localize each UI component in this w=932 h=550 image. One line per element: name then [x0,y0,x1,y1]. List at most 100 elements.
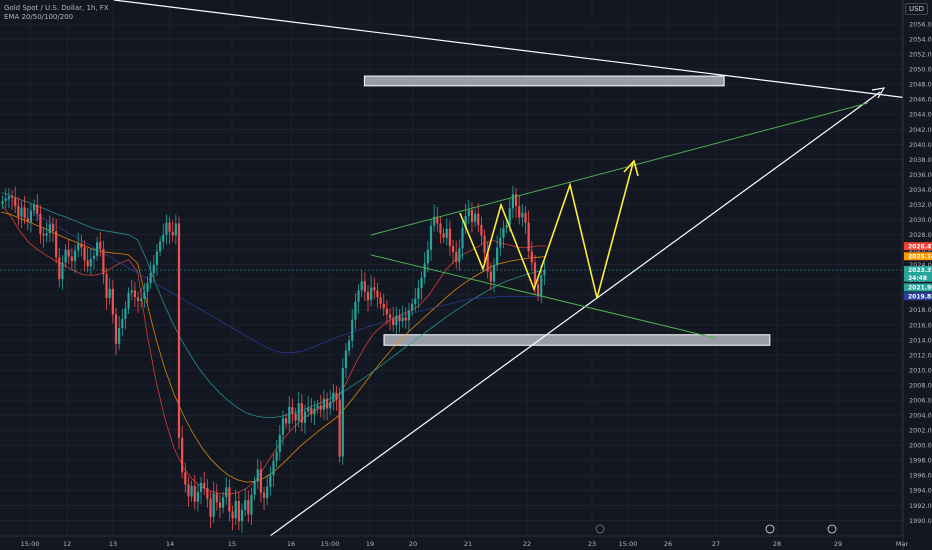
trend-drawings[interactable] [113,0,909,537]
candle-body [351,319,354,341]
candle-body [136,297,140,301]
candle-body [285,418,288,424]
ema-line [1,196,547,354]
resistance-trendline [113,0,909,99]
event-marker-icon [827,524,837,534]
candle-body [111,288,114,315]
candle-body [33,204,36,211]
candle-body [256,469,259,482]
candle-body [29,210,33,222]
candle-body [348,340,351,351]
candle-body [511,194,514,209]
candle-body [222,497,225,508]
candle-body [247,500,250,515]
price-tick-label: 1992.00 [909,502,932,510]
candle-body [171,231,174,236]
candle-body [118,327,121,344]
candle-body [86,260,89,267]
currency-badge[interactable]: USD [905,3,928,15]
candle-body [344,350,348,368]
time-tick-label: 15:00 [21,540,40,548]
price-tag-label: 2023.31 [908,267,932,274]
time-axis[interactable]: 15:00 12 13 14 15 16 15:00 19 20 21 22 23 15:00 26 27 2… [0,524,909,548]
candle-body [354,301,357,320]
time-tick-label: 27 [712,540,720,548]
price-tick-label: 2028.00 [909,231,932,239]
candle-body [99,242,102,250]
candle-body [429,225,433,250]
arrowhead-icon [871,87,886,99]
candle-body [55,230,58,258]
candle-body [193,485,196,502]
chart-legend: Gold Spot / U.S. Dollar, 1h, FX EMA 20/5… [4,4,109,22]
price-tick-label: 2012.00 [909,351,932,359]
support-resistance-zones[interactable] [363,75,771,346]
candle-body [518,206,521,218]
candle-body [259,469,262,493]
candle-body [80,243,83,248]
candle-body [215,493,218,503]
candle-body [332,392,335,402]
candle-body [442,233,445,238]
price-tick-label: 2002.00 [909,427,932,435]
candle-body [187,484,190,497]
candle-body [92,255,96,259]
candle-body [159,241,162,252]
candle-body [489,271,492,282]
price-tick-label: 2052.00 [909,51,932,59]
event-marker-icon [765,524,775,534]
time-tick-label: 14 [166,540,174,548]
candle-body [291,406,294,414]
candle-body [319,405,322,410]
price-tick-label: 2034.00 [909,186,932,194]
time-tick-label: 23 [588,540,596,548]
candle-body [505,224,508,228]
candle-body [543,270,546,276]
candle-body [17,206,20,217]
symbol-title[interactable]: Gold Spot / U.S. Dollar, 1h, FX [4,4,109,12]
candle-body [174,223,177,236]
candle-body [149,273,152,283]
price-tick-label: 2044.00 [909,111,932,119]
candle-body [20,207,23,217]
candle-body [212,493,215,517]
candle-body [89,258,92,267]
price-tag-bg [904,273,932,282]
price-tag-label: 34:48 [908,275,927,282]
time-tick-label: 28 [773,540,781,548]
indicator-label[interactable]: EMA 20/50/100/200 [4,13,74,21]
price-tick-label: 2056.00 [909,20,932,28]
price-tag-bg [904,283,932,292]
price-tick-label: 2030.00 [909,216,932,224]
candle-body [83,247,86,261]
candle-body [266,486,269,498]
time-tick-label: 26 [664,540,672,548]
candle-body [363,281,366,292]
candle-body [530,251,533,263]
candle-body [4,198,7,201]
candle-body [39,213,42,234]
price-tick-label: 2008.00 [909,381,932,389]
candle-body [77,243,80,251]
candle-body [470,209,474,222]
candle-body [70,256,73,262]
candle-body [168,222,171,232]
zone-rectangle [383,334,771,346]
channel-lower-line [370,254,716,339]
candle-body [196,491,199,502]
candlesticks [1,185,546,533]
candle-body [51,224,55,231]
candle-body [203,482,206,489]
candle-body [341,367,344,457]
candle-body [537,284,540,296]
price-tick-label: 2040.00 [909,141,932,149]
candle-body [42,233,45,236]
candle-body [376,290,379,298]
candle-body [26,218,29,222]
price-tag-bg [904,266,932,275]
candle-body [398,315,401,322]
time-tick-label: Mar [896,540,909,548]
candle-body [433,216,436,226]
channel-upper-line [370,102,869,236]
